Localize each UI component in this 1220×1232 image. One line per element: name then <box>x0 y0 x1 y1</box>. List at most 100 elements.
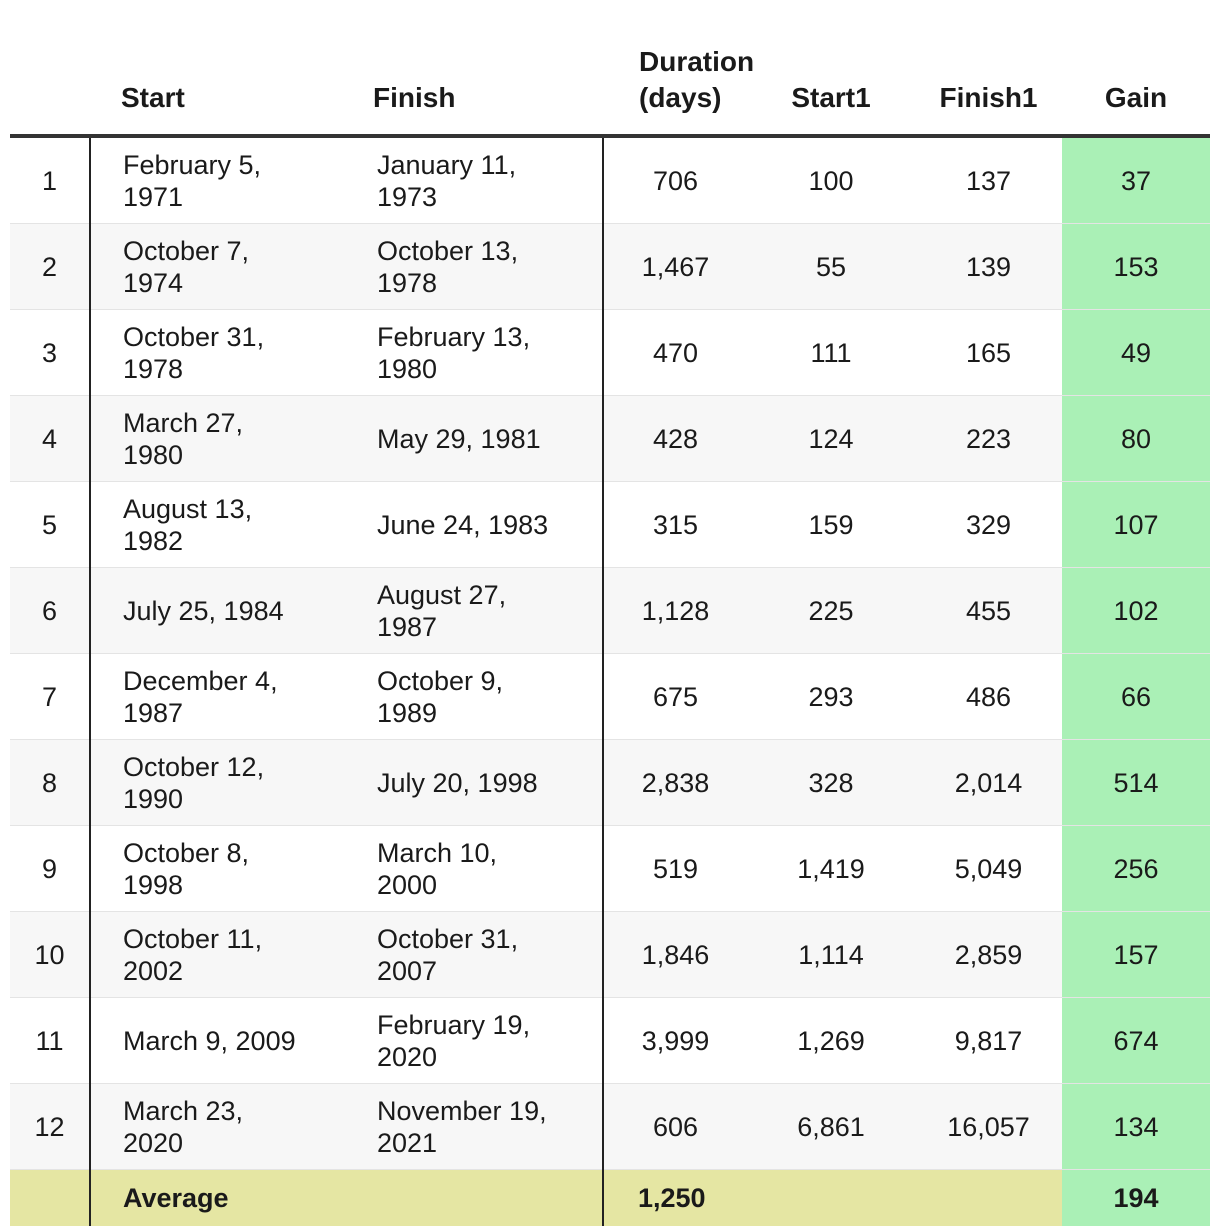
table-row[interactable]: 4 March 27, 1980 May 29, 1981 428 124 223 80 <box>10 395 1210 482</box>
start-date-cell: August 13, 1982 <box>90 481 345 568</box>
table-row[interactable]: 12 March 23, 2020 November 19, 2021 606 6,86… <box>10 1083 1210 1170</box>
finish-date-cell: February 13, 1980 <box>345 309 604 396</box>
start1-cell: 55 <box>747 223 915 310</box>
finish1-cell: 165 <box>915 309 1062 396</box>
finish-date-cell: February 19, 2020 <box>345 997 604 1084</box>
average-empty-cell <box>915 1169 1062 1226</box>
finish1-cell: 486 <box>915 653 1062 740</box>
start1-cell: 6,861 <box>747 1083 915 1170</box>
average-row: Average 1,250 194 <box>10 1169 1210 1226</box>
gain-cell: 107 <box>1062 481 1210 568</box>
header-start1[interactable]: Start1 <box>747 44 915 138</box>
duration-cell: 1,128 <box>603 567 747 654</box>
finish-date-cell: July 20, 1998 <box>345 739 604 826</box>
row-index: 4 <box>10 395 91 482</box>
table-row[interactable]: 6 July 25, 1984 August 27, 1987 1,128 225 455… <box>10 567 1210 654</box>
start1-cell: 111 <box>747 309 915 396</box>
row-index: 5 <box>10 481 91 568</box>
start-date-cell: February 5, 1971 <box>90 136 345 224</box>
start1-cell: 293 <box>747 653 915 740</box>
header-gain[interactable]: Gain <box>1062 44 1210 138</box>
finish-date-cell: August 27, 1987 <box>345 567 604 654</box>
row-index: 9 <box>10 825 91 912</box>
duration-cell: 2,838 <box>603 739 747 826</box>
start-date-cell: October 7, 1974 <box>90 223 345 310</box>
header-duration[interactable]: Duration (days) <box>603 44 754 138</box>
average-index-cell <box>10 1169 91 1226</box>
finish-date-cell: October 31, 2007 <box>345 911 604 998</box>
finish-date-cell: May 29, 1981 <box>345 395 604 482</box>
gain-cell: 153 <box>1062 223 1210 310</box>
duration-cell: 1,467 <box>603 223 747 310</box>
start-date-cell: March 9, 2009 <box>90 997 345 1084</box>
table-row[interactable]: 2 October 7, 1974 October 13, 1978 1,467 55 1… <box>10 223 1210 310</box>
start-date-cell: March 27, 1980 <box>90 395 345 482</box>
duration-cell: 3,999 <box>603 997 747 1084</box>
start-date-cell: March 23, 2020 <box>90 1083 345 1170</box>
row-index: 12 <box>10 1083 91 1170</box>
finish-date-cell: November 19, 2021 <box>345 1083 604 1170</box>
average-duration: 1,250 <box>603 1169 747 1226</box>
finish1-cell: 137 <box>915 136 1062 224</box>
header-row: Start Finish Duration (days) Start1 Fini… <box>10 44 1210 138</box>
table-row[interactable]: 7 December 4, 1987 October 9, 1989 675 293 48… <box>10 653 1210 740</box>
start1-cell: 328 <box>747 739 915 826</box>
start-date-cell: July 25, 1984 <box>90 567 345 654</box>
average-empty-cell <box>747 1169 915 1226</box>
header-index <box>10 44 90 138</box>
table-row[interactable]: 11 March 9, 2009 February 19, 2020 3,999 1,2… <box>10 997 1210 1084</box>
start-date-cell: October 12, 1990 <box>90 739 345 826</box>
duration-cell: 519 <box>603 825 747 912</box>
finish-date-cell: June 24, 1983 <box>345 481 604 568</box>
finish1-cell: 2,859 <box>915 911 1062 998</box>
header-start[interactable]: Start <box>90 44 345 138</box>
gain-cell: 134 <box>1062 1083 1210 1170</box>
row-index: 3 <box>10 309 91 396</box>
gain-cell: 80 <box>1062 395 1210 482</box>
table-row[interactable]: 10 October 11, 2002 October 31, 2007 1,846 1… <box>10 911 1210 998</box>
finish1-cell: 2,014 <box>915 739 1062 826</box>
start-date-cell: December 4, 1987 <box>90 653 345 740</box>
duration-cell: 1,846 <box>603 911 747 998</box>
table-row[interactable]: 8 October 12, 1990 July 20, 1998 2,838 328 2,… <box>10 739 1210 826</box>
start1-cell: 1,269 <box>747 997 915 1084</box>
average-empty-cell <box>345 1169 604 1226</box>
start1-cell: 225 <box>747 567 915 654</box>
finish1-cell: 5,049 <box>915 825 1062 912</box>
gain-cell: 514 <box>1062 739 1210 826</box>
gain-cell: 674 <box>1062 997 1210 1084</box>
finish-date-cell: January 11, 1973 <box>345 136 604 224</box>
start-date-cell: October 11, 2002 <box>90 911 345 998</box>
finish1-cell: 16,057 <box>915 1083 1062 1170</box>
gain-cell: 157 <box>1062 911 1210 998</box>
row-index: 1 <box>10 136 91 224</box>
start-date-cell: October 31, 1978 <box>90 309 345 396</box>
header-finish[interactable]: Finish <box>345 44 603 138</box>
duration-cell: 315 <box>603 481 747 568</box>
average-gain: 194 <box>1062 1169 1210 1226</box>
start1-cell: 100 <box>747 136 915 224</box>
start-date-cell: October 8, 1998 <box>90 825 345 912</box>
data-table: Start Finish Duration (days) Start1 Fini… <box>10 44 1210 1226</box>
finish-date-cell: March 10, 2000 <box>345 825 604 912</box>
duration-cell: 675 <box>603 653 747 740</box>
row-index: 10 <box>10 911 91 998</box>
finish1-cell: 455 <box>915 567 1062 654</box>
header-finish1[interactable]: Finish1 <box>915 44 1062 138</box>
duration-cell: 470 <box>603 309 747 396</box>
row-index: 11 <box>10 997 91 1084</box>
table-row[interactable]: 9 October 8, 1998 March 10, 2000 519 1,419 5,… <box>10 825 1210 912</box>
table-row[interactable]: 5 August 13, 1982 June 24, 1983 315 159 329 10… <box>10 481 1210 568</box>
gain-cell: 66 <box>1062 653 1210 740</box>
finish1-cell: 223 <box>915 395 1062 482</box>
start1-cell: 159 <box>747 481 915 568</box>
table-row[interactable]: 3 October 31, 1978 February 13, 1980 470 111… <box>10 309 1210 396</box>
duration-cell: 706 <box>603 136 747 224</box>
finish1-cell: 9,817 <box>915 997 1062 1084</box>
average-label: Average <box>90 1169 345 1226</box>
duration-cell: 428 <box>603 395 747 482</box>
row-index: 6 <box>10 567 91 654</box>
table-row[interactable]: 1 February 5, 1971 January 11, 1973 706 100 1… <box>10 136 1210 224</box>
start1-cell: 124 <box>747 395 915 482</box>
finish1-cell: 329 <box>915 481 1062 568</box>
